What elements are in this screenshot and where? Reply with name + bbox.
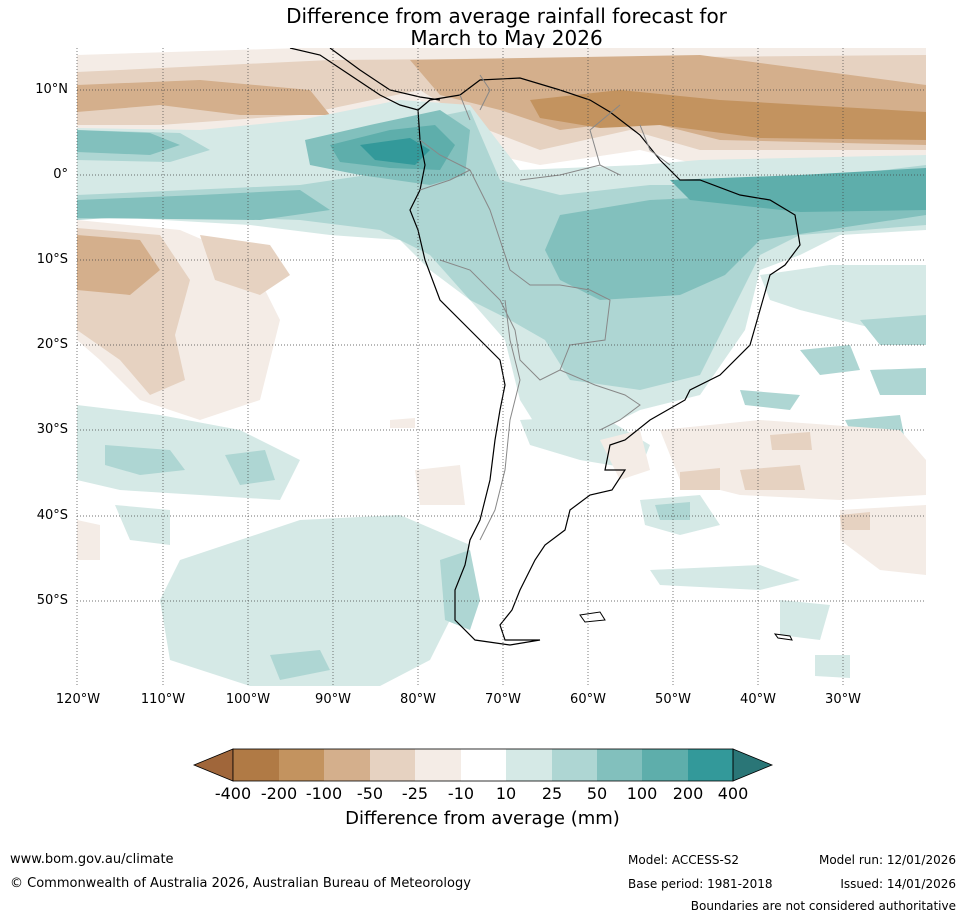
colorbar xyxy=(192,748,774,782)
colorbar-segment xyxy=(233,749,279,781)
colorbar-title: Difference from average (mm) xyxy=(345,808,620,829)
colorbar-segment xyxy=(324,749,370,781)
copyright-notice: © Commonwealth of Australia 2026, Austra… xyxy=(10,876,471,891)
wet-anomaly-region xyxy=(77,110,926,390)
wet-anomaly-region xyxy=(780,600,830,640)
map-title-line-2: March to May 2026 xyxy=(410,26,603,50)
wet-anomaly-region xyxy=(655,502,690,520)
issued-date: Issued: 14/01/2026 xyxy=(840,877,956,891)
colorbar-segment xyxy=(688,749,734,781)
dry-anomaly-region xyxy=(530,90,926,140)
model-run-date: Model run: 12/01/2026 xyxy=(818,853,956,867)
lat-label: 30°S xyxy=(36,422,68,437)
lon-label: 70°W xyxy=(485,692,521,707)
dry-anomaly-region xyxy=(840,512,870,530)
colorbar-tick-label: -50 xyxy=(356,784,384,803)
lat-label: 50°S xyxy=(36,593,68,608)
colorbar-segment xyxy=(370,749,416,781)
wet-anomaly-region xyxy=(105,445,185,475)
colorbar-segment xyxy=(597,749,643,781)
wet-anomaly-region xyxy=(115,505,170,545)
wet-anomaly-region xyxy=(800,345,860,375)
south-america-coastline xyxy=(409,77,801,646)
colorbar-tick-label: -400 xyxy=(214,784,252,803)
wet-anomaly-region xyxy=(77,190,330,220)
wet-anomaly-region xyxy=(740,390,800,410)
wet-anomaly-region xyxy=(650,565,800,590)
lon-label: 90°W xyxy=(315,692,351,707)
wet-anomaly-region xyxy=(77,130,180,155)
colorbar-segment xyxy=(279,749,325,781)
colorbar-segment xyxy=(415,749,461,781)
colorbar-segment xyxy=(461,749,507,781)
colorbar-tick-label: -100 xyxy=(305,784,343,803)
dry-anomaly-region xyxy=(390,418,415,428)
colorbar-tick-label: 400 xyxy=(717,784,749,803)
country-borders xyxy=(419,74,671,541)
colorbar-segment xyxy=(552,749,598,781)
boundary-disclaimer: Boundaries are not considered authoritat… xyxy=(690,899,956,913)
lat-label: 40°S xyxy=(36,508,68,523)
wet-anomaly-region xyxy=(270,650,330,680)
wet-anomaly-region xyxy=(160,515,470,686)
colorbar-tick-label: 50 xyxy=(586,784,608,803)
dry-anomaly-region xyxy=(415,465,465,505)
anomaly-contours xyxy=(77,48,926,686)
wet-anomaly-region xyxy=(860,315,926,345)
colorbar-tick-label: 25 xyxy=(541,784,563,803)
graticule xyxy=(76,48,926,686)
colorbar-extend-low xyxy=(192,748,234,782)
wet-anomaly-region xyxy=(360,138,430,165)
south-georgia xyxy=(773,633,793,641)
dry-anomaly-region xyxy=(770,432,812,450)
model-info: Model: ACCESS-S2 xyxy=(628,853,740,867)
map-title-line-1: Difference from average rainfall forecas… xyxy=(286,4,727,28)
lat-label: 10°N xyxy=(35,82,68,97)
dry-anomaly-region xyxy=(200,235,290,295)
colorbar-tick-label: 100 xyxy=(626,784,658,803)
lon-label: 120°W xyxy=(55,692,101,707)
wet-anomaly-region xyxy=(670,168,926,212)
lon-label: 110°W xyxy=(140,692,186,707)
colorbar-tick-label: -25 xyxy=(401,784,429,803)
falkland-islands xyxy=(579,611,606,623)
lon-label: 30°W xyxy=(825,692,861,707)
dry-anomaly-region xyxy=(680,468,720,490)
lon-label: 50°W xyxy=(655,692,691,707)
colorbar-segment xyxy=(506,749,552,781)
base-period: Base period: 1981-2018 xyxy=(628,877,773,891)
colorbar-segment xyxy=(642,749,688,781)
dry-anomaly-region xyxy=(77,520,100,560)
wet-anomaly-region xyxy=(440,550,480,630)
dry-anomaly-region xyxy=(740,465,805,490)
colorbar-extend-high xyxy=(732,748,774,782)
lat-label: 20°S xyxy=(36,337,68,352)
lon-label: 80°W xyxy=(400,692,436,707)
dry-anomaly-region xyxy=(77,235,160,295)
dry-anomaly-region xyxy=(660,420,926,500)
colorbar-tick-label: -10 xyxy=(447,784,475,803)
website-link[interactable]: www.bom.gov.au/climate xyxy=(10,852,174,867)
colorbar-tick-label: 10 xyxy=(495,784,517,803)
wet-anomaly-region xyxy=(870,368,926,395)
wet-anomaly-region xyxy=(225,450,275,485)
dry-anomaly-region xyxy=(77,80,330,115)
lon-label: 40°W xyxy=(740,692,776,707)
lon-label: 100°W xyxy=(225,692,271,707)
colorbar-tick-label: -200 xyxy=(260,784,298,803)
dry-anomaly-region xyxy=(600,430,650,480)
lat-label: 10°S xyxy=(36,252,68,267)
lon-label: 60°W xyxy=(570,692,606,707)
wet-anomaly-region xyxy=(815,655,850,678)
colorbar-tick-label: 200 xyxy=(672,784,704,803)
lat-label: 0° xyxy=(53,167,68,182)
